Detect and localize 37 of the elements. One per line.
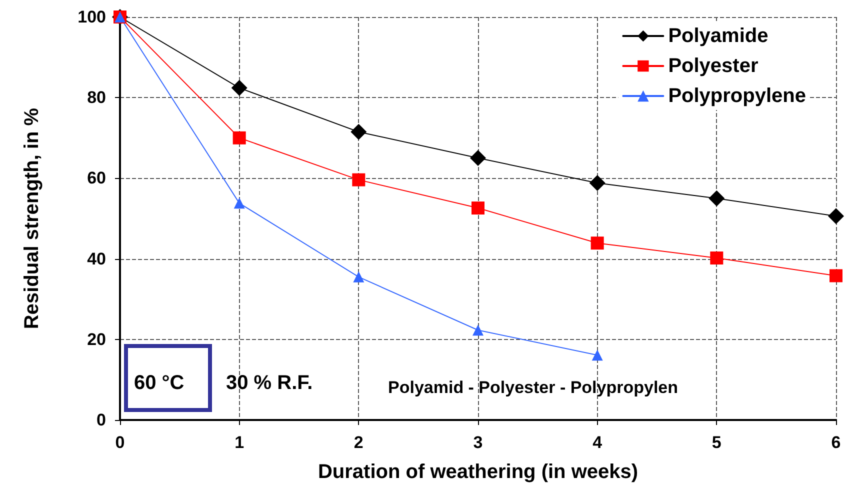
point: [231, 80, 248, 96]
point: [472, 324, 484, 336]
annotation: Polyamid - Polyester - Polypropylen: [388, 378, 678, 398]
point: [234, 198, 245, 209]
legend-label: Polyester: [668, 55, 758, 77]
y-tick-label: 80: [87, 88, 106, 108]
point: [708, 190, 725, 206]
annotation: 30 % R.F.: [226, 372, 313, 395]
legend-label: Polypropylene: [668, 85, 806, 107]
legend-label: Polyamide: [668, 25, 768, 47]
y-tick-label: 100: [78, 8, 106, 26]
point: [353, 271, 364, 282]
point: [710, 251, 724, 264]
point: [589, 175, 606, 192]
point: [828, 208, 844, 224]
point: [350, 124, 367, 140]
point: [830, 269, 842, 282]
point: [232, 131, 246, 144]
y-tick-label: 20: [87, 330, 106, 349]
x-tick-label: 0: [115, 433, 125, 452]
y-tick-label: 40: [87, 249, 106, 268]
x-tick-label: 6: [831, 433, 841, 452]
point: [592, 350, 603, 361]
x-tick-label: 3: [473, 433, 483, 452]
point: [590, 236, 604, 250]
x-tick-label: 2: [354, 433, 364, 452]
y-tick-label: 60: [87, 168, 106, 188]
x-axis-title: Duration of weathering (in weeks): [318, 461, 638, 483]
point: [470, 150, 486, 166]
y-axis-title: Residual strength, in %: [21, 108, 43, 330]
y-tick-label: 0: [96, 410, 106, 430]
x-tick-label: 5: [712, 433, 722, 452]
x-tick-label: 4: [592, 433, 603, 452]
x-tick-label: 1: [234, 433, 244, 452]
point: [472, 202, 484, 215]
annotation: 60 °C: [134, 372, 184, 395]
point: [352, 173, 366, 186]
